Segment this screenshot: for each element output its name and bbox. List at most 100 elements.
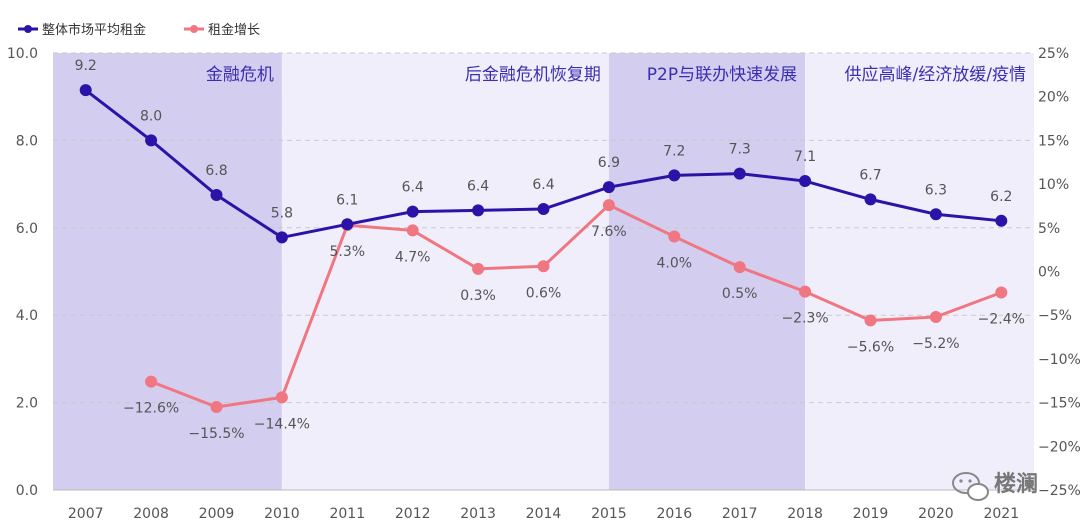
x-tick-label-2010: 2010 bbox=[264, 506, 300, 522]
right-tick-label-0: −25% bbox=[1038, 483, 1080, 499]
era-label-4: 供应高峰/经济放缓/疫情 bbox=[845, 65, 1026, 85]
rent-growth-point-2009 bbox=[210, 400, 223, 413]
x-tick-label-2008: 2008 bbox=[133, 506, 169, 522]
legend: 整体市场平均租金 租金增长 bbox=[18, 22, 260, 38]
right-tick-label-8: 15% bbox=[1038, 133, 1069, 149]
rent-growth-label-2017: 0.5% bbox=[722, 286, 758, 302]
rent-growth-label-2012: 4.7% bbox=[395, 249, 431, 265]
avg-rent-point-2018 bbox=[799, 175, 812, 188]
rent-growth-point-2016 bbox=[668, 230, 681, 243]
rent-growth-label-2014: 0.6% bbox=[526, 285, 562, 301]
rent-growth-label-2013: 0.3% bbox=[460, 288, 496, 304]
right-tick-label-4: −5% bbox=[1038, 308, 1072, 324]
era-band-4 bbox=[805, 53, 1034, 490]
right-tick-label-3: −10% bbox=[1038, 352, 1080, 368]
avg-rent-label-2007: 9.2 bbox=[75, 58, 97, 74]
right-axis: −25% −20% −15% −10% −5% 0% 5% 10% 15% 20% 25% bbox=[1038, 46, 1080, 499]
wechat-icon bbox=[952, 472, 989, 501]
right-tick-label-7: 10% bbox=[1038, 177, 1069, 193]
legend-label-avg-rent: 整体市场平均租金 bbox=[42, 22, 146, 38]
left-tick-label-4: 8.0 bbox=[16, 133, 38, 149]
era-band-1 bbox=[53, 53, 282, 490]
left-tick-label-3: 6.0 bbox=[16, 221, 38, 237]
avg-rent-label-2021: 6.2 bbox=[990, 189, 1012, 205]
rent-growth-label-2020: −5.2% bbox=[912, 336, 959, 352]
rent-growth-point-2008 bbox=[145, 375, 158, 388]
x-tick-label-2020: 2020 bbox=[918, 506, 954, 522]
avg-rent-point-2020 bbox=[929, 208, 942, 221]
avg-rent-label-2015: 6.9 bbox=[598, 155, 620, 171]
rent-growth-label-2010: −14.4% bbox=[254, 416, 310, 432]
left-tick-label-5: 10.0 bbox=[7, 46, 38, 62]
avg-rent-label-2011: 6.1 bbox=[336, 192, 358, 208]
avg-rent-label-2020: 6.3 bbox=[925, 182, 947, 198]
avg-rent-point-2012 bbox=[406, 205, 419, 218]
rent-growth-label-2018: −2.3% bbox=[781, 311, 828, 327]
avg-rent-label-2017: 7.3 bbox=[729, 142, 751, 158]
rent-growth-label-2011: 5.3% bbox=[330, 244, 366, 260]
right-tick-label-1: −20% bbox=[1038, 439, 1080, 455]
right-tick-label-10: 25% bbox=[1038, 46, 1069, 62]
left-tick-label-2: 4.0 bbox=[16, 308, 38, 324]
left-axis: 0.0 2.0 4.0 6.0 8.0 10.0 bbox=[7, 46, 38, 499]
era-labels: 金融危机 后金融危机恢复期 P2P与联办快速发展 供应高峰/经济放缓/疫情 bbox=[206, 65, 1026, 85]
x-tick-label-2018: 2018 bbox=[787, 506, 823, 522]
avg-rent-label-2016: 7.2 bbox=[663, 143, 685, 159]
x-tick-label-2021: 2021 bbox=[983, 506, 1019, 522]
left-tick-label-1: 2.0 bbox=[16, 396, 38, 412]
rent-growth-point-2015 bbox=[602, 199, 615, 212]
x-tick-label-2012: 2012 bbox=[395, 506, 431, 522]
x-tick-label-2011: 2011 bbox=[329, 506, 365, 522]
avg-rent-point-2017 bbox=[733, 167, 746, 180]
left-tick-label-0: 0.0 bbox=[16, 483, 38, 499]
x-tick-label-2016: 2016 bbox=[656, 506, 692, 522]
rent-growth-label-2019: −5.6% bbox=[847, 339, 894, 355]
x-tick-label-2017: 2017 bbox=[722, 506, 758, 522]
avg-rent-label-2010: 5.8 bbox=[271, 205, 293, 221]
right-tick-label-2: −15% bbox=[1038, 396, 1080, 412]
x-tick-label-2015: 2015 bbox=[591, 506, 627, 522]
rent-growth-label-2008: −12.6% bbox=[123, 401, 179, 417]
legend-item-avg-rent: 整体市场平均租金 bbox=[18, 22, 146, 38]
rent-growth-point-2010 bbox=[275, 391, 288, 404]
rent-growth-label-2016: 4.0% bbox=[657, 256, 693, 272]
era-label-1: 金融危机 bbox=[206, 65, 274, 85]
x-tick-label-2013: 2013 bbox=[460, 506, 496, 522]
x-tick-label-2007: 2007 bbox=[68, 506, 104, 522]
avg-rent-point-2014 bbox=[537, 203, 550, 216]
right-tick-label-6: 5% bbox=[1038, 221, 1060, 237]
rent-growth-point-2019 bbox=[864, 314, 877, 327]
x-tick-label-2019: 2019 bbox=[853, 506, 889, 522]
rent-growth-point-2021 bbox=[995, 286, 1008, 299]
rent-growth-label-2015: 7.6% bbox=[591, 224, 627, 240]
watermark-text: 楼澜 bbox=[994, 472, 1038, 497]
era-bands bbox=[53, 53, 1034, 490]
watermark: 楼澜 bbox=[952, 472, 1038, 501]
avg-rent-point-2007 bbox=[79, 84, 92, 97]
rent-growth-point-2018 bbox=[799, 285, 812, 298]
rent-growth-point-2014 bbox=[537, 260, 550, 273]
series-avg-rent: 9.2 8.0 6.8 5.8 6.1 6.4 6.4 6.4 6.9 7.2 7.3 7.1 6.7 6… bbox=[75, 58, 1012, 244]
legend-label-rent-growth: 租金增长 bbox=[208, 22, 260, 38]
avg-rent-label-2012: 6.4 bbox=[402, 180, 424, 196]
avg-rent-label-2019: 6.7 bbox=[859, 167, 881, 183]
legend-item-rent-growth: 租金增长 bbox=[184, 22, 260, 38]
era-label-3: P2P与联办快速发展 bbox=[647, 65, 797, 85]
avg-rent-point-2009 bbox=[210, 189, 223, 202]
avg-rent-label-2008: 8.0 bbox=[140, 108, 162, 124]
era-band-2 bbox=[281, 53, 609, 490]
avg-rent-label-2014: 6.4 bbox=[532, 177, 554, 193]
avg-rent-point-2010 bbox=[275, 231, 288, 244]
rent-growth-point-2013 bbox=[472, 262, 485, 275]
rent-growth-point-2012 bbox=[406, 224, 419, 237]
era-band-3 bbox=[608, 53, 806, 490]
avg-rent-label-2018: 7.1 bbox=[794, 149, 816, 165]
avg-rent-point-2011 bbox=[341, 218, 354, 231]
rent-growth-point-2020 bbox=[929, 310, 942, 323]
avg-rent-point-2016 bbox=[668, 169, 681, 182]
era-label-2: 后金融危机恢复期 bbox=[465, 65, 601, 85]
x-axis: 2007 2008 2009 2010 2011 2012 2013 2014 2015 2016… bbox=[53, 489, 1034, 522]
rent-growth-line bbox=[150, 203, 1002, 409]
x-tick-label-2014: 2014 bbox=[526, 506, 562, 522]
